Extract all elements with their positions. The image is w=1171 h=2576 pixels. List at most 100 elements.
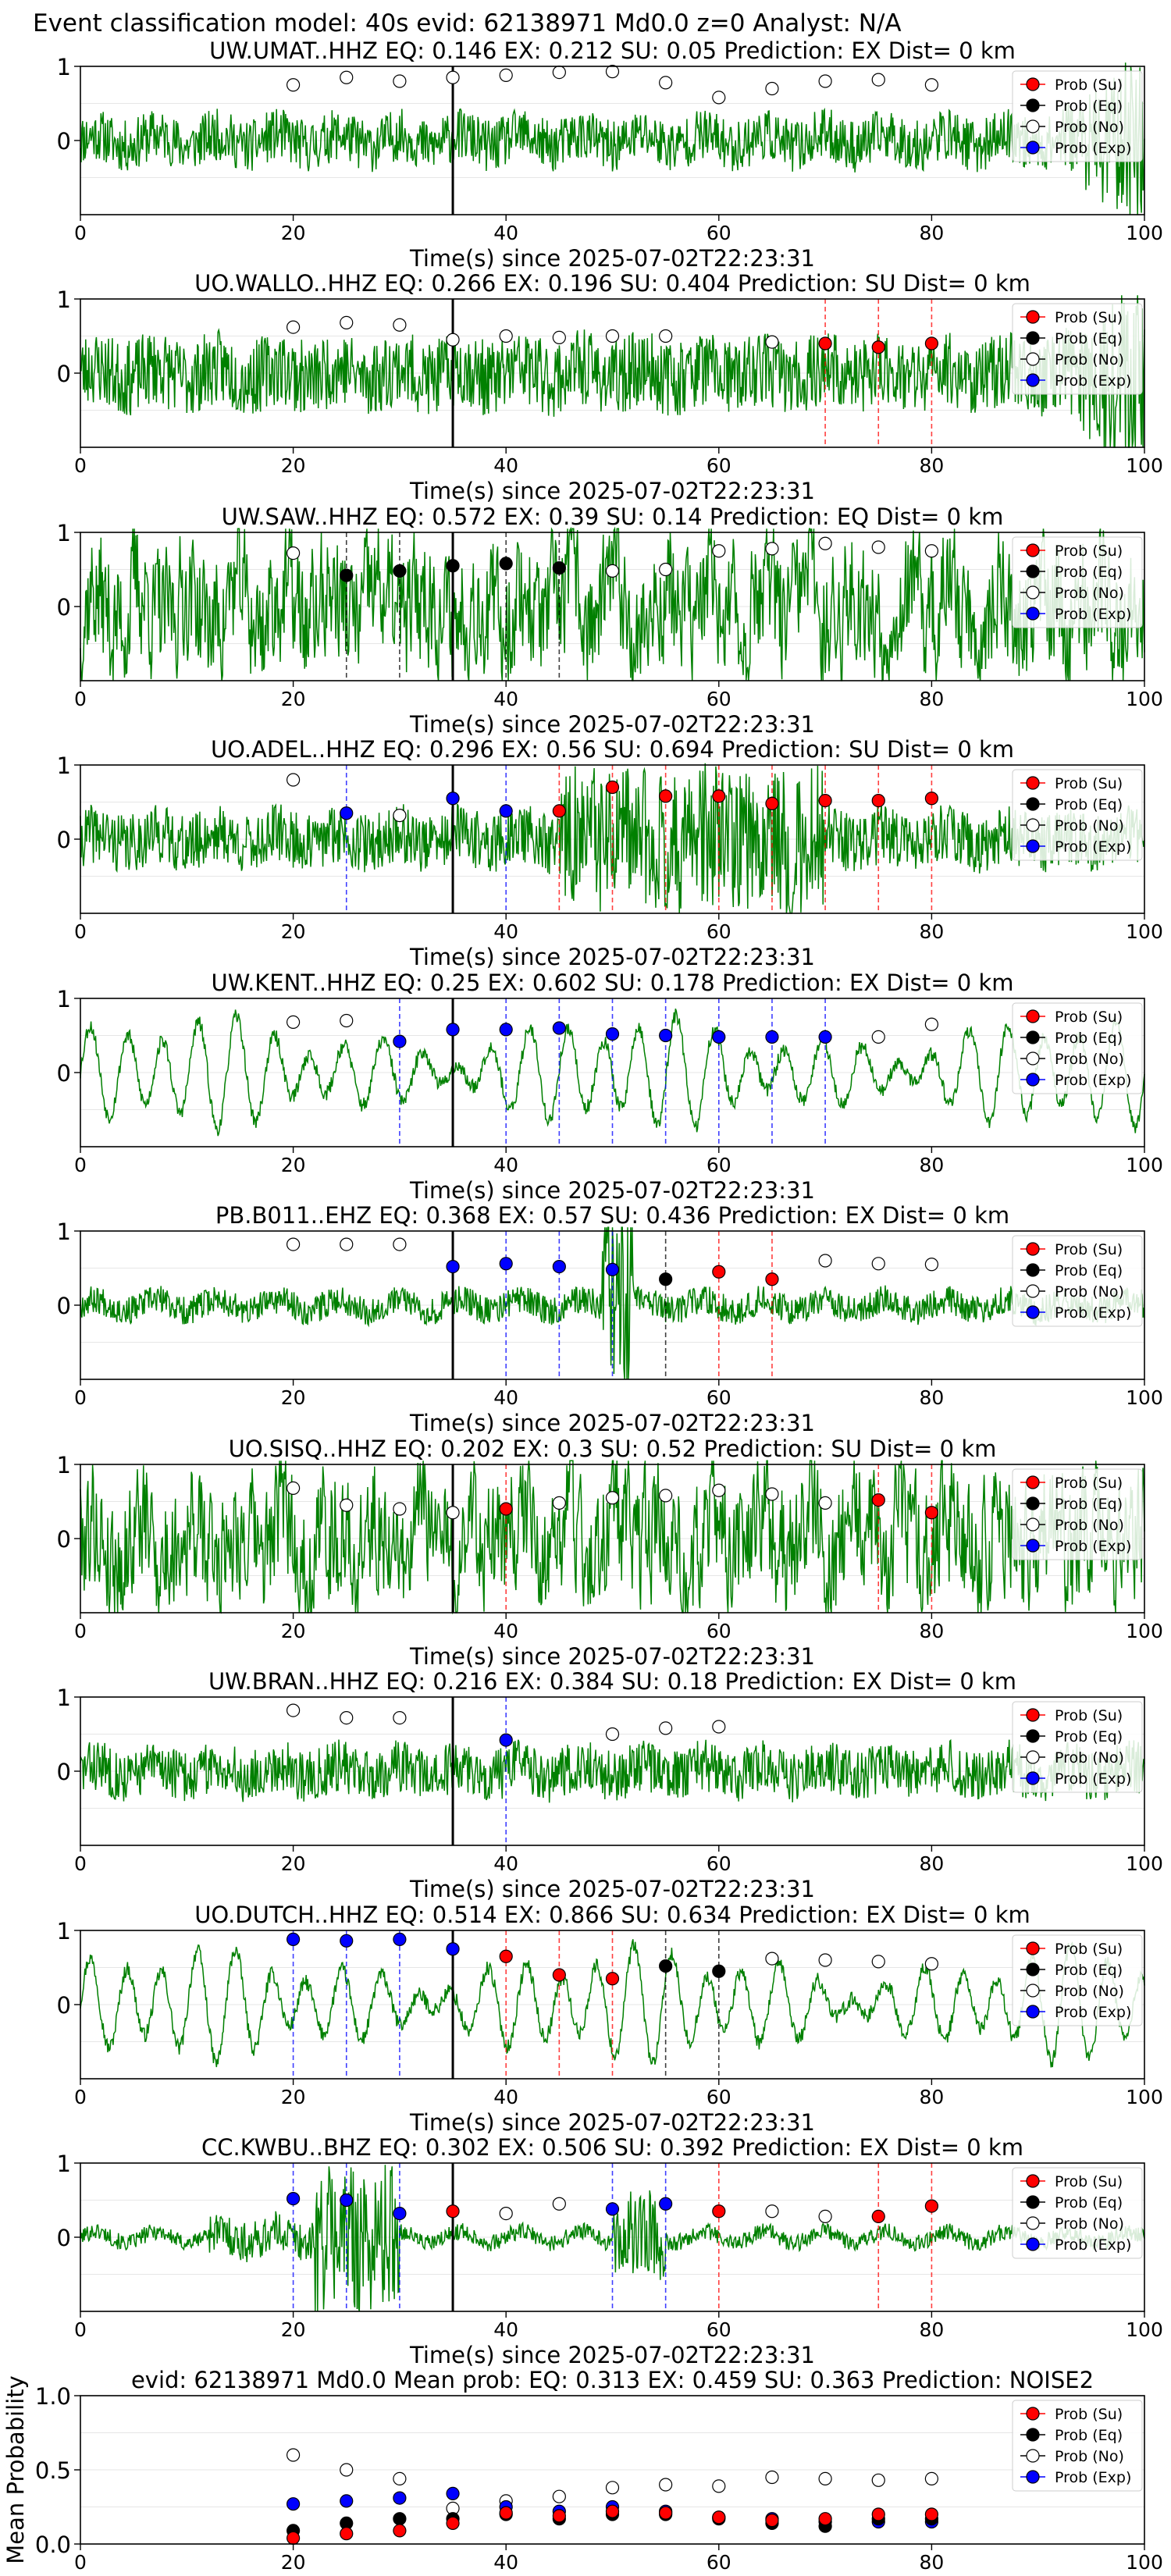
legend-label-su: Prob (Su) xyxy=(1055,309,1123,326)
x-tick-label: 100 xyxy=(1126,454,1163,477)
y-tick-label: 0 xyxy=(57,1759,71,1785)
mean-prob-marker-no xyxy=(871,2473,885,2487)
legend-label-no: Prob (No) xyxy=(1055,1517,1124,1534)
x-tick-label: 60 xyxy=(707,688,731,710)
panel-title: UW.UMAT..HHZ EQ: 0.146 EX: 0.212 SU: 0.0… xyxy=(209,37,1016,64)
x-tick-label: 80 xyxy=(919,1620,944,1642)
prob-marker-su xyxy=(446,2204,460,2218)
prob-marker-exp xyxy=(605,1262,620,1277)
x-tick-label: 40 xyxy=(493,920,518,943)
panel-title: UW.BRAN..HHZ EQ: 0.216 EX: 0.384 SU: 0.1… xyxy=(208,1668,1016,1695)
x-tick-label: 100 xyxy=(1126,688,1163,710)
legend-marker-exp xyxy=(1026,2470,1040,2484)
panel-title: UO.DUTCH..HHZ EQ: 0.514 EX: 0.866 SU: 0.… xyxy=(194,1902,1030,1928)
prob-marker-exp xyxy=(605,1026,620,1041)
panel-title: UO.ADEL..HHZ EQ: 0.296 EX: 0.56 SU: 0.69… xyxy=(211,736,1014,763)
x-tick-label: 80 xyxy=(919,1386,944,1409)
prob-marker-no xyxy=(924,1017,939,1031)
x-tick-label: 100 xyxy=(1126,1154,1163,1176)
prob-marker-exp xyxy=(712,1030,726,1044)
legend: Prob (Su) Prob (Eq) Prob (No) Prob (Exp) xyxy=(1012,1235,1143,1327)
y-tick-label: 1 xyxy=(57,1918,71,1944)
y-tick-label: 0 xyxy=(57,1293,71,1319)
legend-box xyxy=(1012,2400,1143,2492)
panel-2: UO.WALLO..HHZ EQ: 0.266 EX: 0.196 SU: 0.… xyxy=(57,270,1163,504)
legend-marker-eq xyxy=(1026,564,1040,578)
y-tick-label: 0 xyxy=(57,594,71,621)
legend-marker-no xyxy=(1026,119,1040,133)
mean-prob-marker-su xyxy=(712,2510,726,2524)
prob-marker-no xyxy=(605,1727,620,1742)
mean-prob-marker-no xyxy=(924,2471,939,2485)
x-tick-label: 80 xyxy=(919,454,944,477)
waveform-trace xyxy=(80,1460,1145,1615)
x-axis-label: Time(s) since 2025-07-02T22:23:31 xyxy=(409,245,815,272)
y-tick-label: 1 xyxy=(57,54,71,80)
prob-marker-no xyxy=(499,2207,513,2221)
x-axis-label: Time(s) since 2025-07-02T22:23:31 xyxy=(409,2109,815,2136)
x-tick-label: 40 xyxy=(493,2551,518,2574)
x-tick-label: 40 xyxy=(493,688,518,710)
legend-marker-su xyxy=(1026,77,1040,91)
x-tick-label: 0 xyxy=(74,920,87,943)
legend-label-no: Prob (No) xyxy=(1055,585,1124,602)
prob-marker-no xyxy=(712,1483,726,1497)
prob-marker-no xyxy=(605,1491,620,1505)
prob-marker-exp xyxy=(765,1030,779,1044)
legend-marker-su xyxy=(1026,2174,1040,2188)
prob-marker-su xyxy=(818,793,832,808)
x-axis-label: Time(s) since 2025-07-02T22:23:31 xyxy=(409,1177,815,1204)
legend-label-exp: Prob (Exp) xyxy=(1055,2236,1131,2254)
legend-label-no: Prob (No) xyxy=(1055,351,1124,368)
mean-prob-marker-su xyxy=(818,2512,832,2526)
prob-marker-su xyxy=(712,789,726,803)
y-tick-label: 0 xyxy=(57,1992,71,2019)
prob-marker-su xyxy=(552,1968,566,1982)
y-tick-label: 0 xyxy=(57,2225,71,2251)
y-tick-label: 0.5 xyxy=(35,2457,71,2484)
prob-marker-no xyxy=(393,1711,407,1725)
panel-title: evid: 62138971 Md0.0 Mean prob: EQ: 0.31… xyxy=(131,2367,1094,2393)
y-tick-label: 0 xyxy=(57,1060,71,1087)
x-tick-label: 60 xyxy=(707,1620,731,1642)
legend-label-su: Prob (Su) xyxy=(1055,76,1123,94)
prob-marker-exp xyxy=(446,792,460,806)
legend-box xyxy=(1012,303,1143,395)
legend-marker-eq xyxy=(1026,331,1040,345)
y-tick-label: 1 xyxy=(57,2151,71,2177)
x-tick-label: 60 xyxy=(707,920,731,943)
legend-box xyxy=(1012,70,1143,162)
legend-marker-eq xyxy=(1026,1030,1040,1044)
x-tick-label: 40 xyxy=(493,1620,518,1642)
prob-marker-no xyxy=(393,74,407,88)
mean-prob-marker-exp xyxy=(393,2491,407,2505)
x-tick-label: 20 xyxy=(281,2318,306,2341)
legend-marker-no xyxy=(1026,2449,1040,2463)
prob-marker-no xyxy=(287,1481,301,1496)
x-axis-label: Time(s) since 2025-07-02T22:23:31 xyxy=(409,1410,815,1436)
legend: Prob (Su) Prob (Eq) Prob (No) Prob (Exp) xyxy=(1012,1468,1143,1560)
prob-marker-no xyxy=(446,333,460,347)
legend-box xyxy=(1012,536,1143,628)
prob-marker-su xyxy=(871,2209,885,2223)
x-tick-label: 100 xyxy=(1126,222,1163,244)
x-tick-label: 100 xyxy=(1126,920,1163,943)
prob-marker-no xyxy=(287,1703,301,1717)
y-tick-label: 0 xyxy=(57,1526,71,1553)
legend-marker-no xyxy=(1026,1517,1040,1532)
x-tick-label: 20 xyxy=(281,1620,306,1642)
mean-prob-marker-no xyxy=(818,2471,832,2485)
prob-marker-exp xyxy=(446,1259,460,1274)
y-tick-label: 1 xyxy=(57,753,71,779)
prob-marker-no xyxy=(924,1258,939,1272)
panel-9: UO.DUTCH..HHZ EQ: 0.514 EX: 0.866 SU: 0.… xyxy=(57,1902,1163,2136)
prob-marker-no xyxy=(605,65,620,79)
x-tick-label: 40 xyxy=(493,1154,518,1176)
prob-marker-no xyxy=(287,1237,301,1251)
prob-marker-no xyxy=(287,320,301,334)
x-tick-label: 80 xyxy=(919,2318,944,2341)
prob-marker-no xyxy=(659,76,673,90)
prob-marker-exp xyxy=(393,1034,407,1048)
x-tick-label: 0 xyxy=(74,1154,87,1176)
legend-label-eq: Prob (Eq) xyxy=(1055,1262,1123,1279)
